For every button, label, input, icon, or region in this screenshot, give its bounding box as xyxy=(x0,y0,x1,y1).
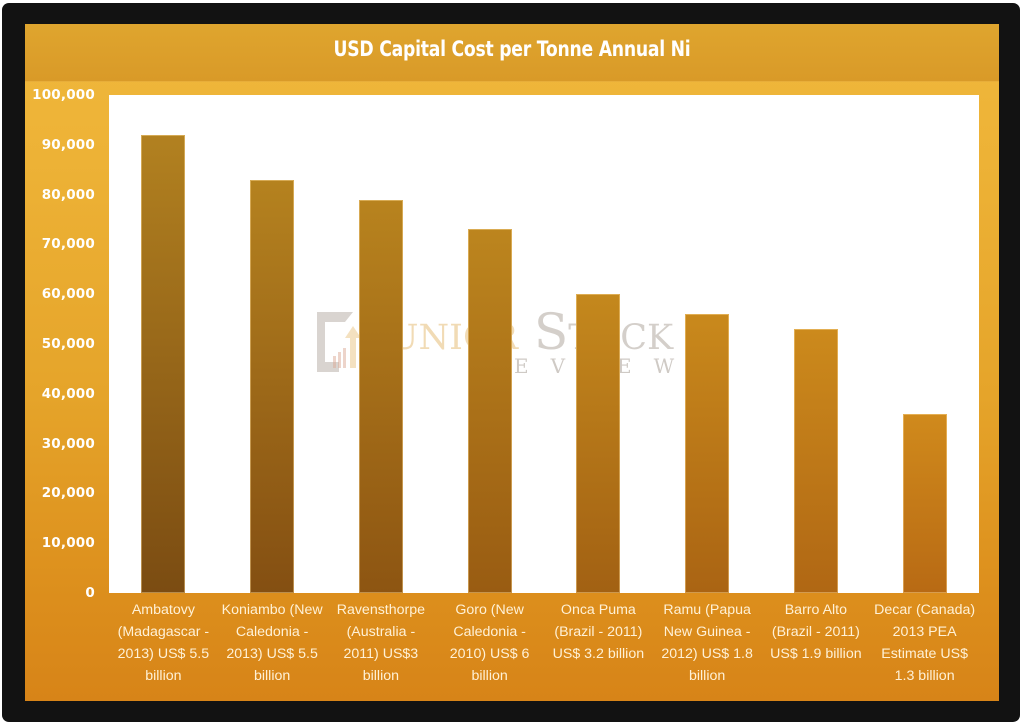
x-tick-label: Goro (New Caledonia - 2010) US$ 6 billion xyxy=(436,599,544,687)
x-tick-label-line: 2010) US$ 6 xyxy=(449,646,530,662)
plot-area: Junior Stock REVIEW xyxy=(109,95,979,593)
x-tick-label-line: (Brazil - 2011) xyxy=(554,624,643,640)
x-tick-label-line: (Brazil - 2011) xyxy=(771,624,860,640)
bar xyxy=(467,229,512,593)
x-tick-label-line: 2011) US$3 xyxy=(343,646,419,662)
y-tick-label: 30,000 xyxy=(41,435,95,452)
bar xyxy=(358,199,403,593)
y-tick-label: 90,000 xyxy=(41,136,95,153)
chart-title: USD Capital Cost per Tonne Annual Ni xyxy=(333,37,691,61)
x-tick-label-line: Caledonia - xyxy=(453,624,526,640)
x-tick-label-line: billion xyxy=(362,668,400,684)
x-tick-label-line: Ravensthorpe xyxy=(336,602,426,618)
y-tick-label: 80,000 xyxy=(41,186,95,203)
x-tick-label-line: 1.3 billion xyxy=(894,668,955,684)
x-tick-label-line: 2013 PEA xyxy=(892,624,957,640)
x-tick-label: Ambatovy (Madagascar - 2013) US$ 5.5 billio… xyxy=(109,599,217,687)
y-tick-label: 60,000 xyxy=(41,286,95,303)
y-tick-label: 50,000 xyxy=(41,336,95,352)
x-tick-label-line: Koniambo (New xyxy=(221,602,323,618)
x-tick-label-line: Onca Puma xyxy=(560,602,636,618)
watermark-logo-icon xyxy=(317,312,361,372)
x-tick-label-line: billion xyxy=(471,668,508,684)
bar xyxy=(250,179,295,593)
x-tick-label: Koniambo (New Caledonia - 2013) US$ 5.5 bil… xyxy=(218,599,326,687)
x-tick-label-line: billion xyxy=(688,668,726,684)
x-tick-label-line: 2013) US$ 5.5 xyxy=(117,646,210,662)
x-tick-label-line: (Madagascar - xyxy=(117,624,210,640)
bar xyxy=(902,413,947,593)
bar xyxy=(141,134,186,593)
bar xyxy=(685,314,730,593)
y-tick-label: 10,000 xyxy=(41,535,95,552)
x-tick-label-line: US$ 3.2 billion xyxy=(552,646,645,662)
title-band: USD Capital Cost per Tonne Annual Ni xyxy=(25,24,999,82)
y-tick-label: 100,000 xyxy=(32,87,95,103)
x-tick-label-line: Ramu (Papua xyxy=(663,602,751,618)
bar xyxy=(576,294,621,593)
x-tick-label: Ravensthorpe (Australia - 2011) US$3 billio… xyxy=(327,599,435,687)
y-tick-label: 20,000 xyxy=(41,485,95,502)
x-tick-label-line: Ambatovy xyxy=(131,602,195,618)
y-tick-label: 0 xyxy=(85,585,95,601)
x-tick-label-line: New Guinea - xyxy=(663,624,751,640)
x-tick-label: Onca Puma (Brazil - 2011) US$ 3.2 billion xyxy=(544,599,652,665)
x-tick-label: Decar (Canada) 2013 PEA Estimate US$ 1.3 bi… xyxy=(871,599,979,687)
x-tick-label: Barro Alto (Brazil - 2011) US$ 1.9 billion xyxy=(762,599,870,665)
x-tick-label-line: billion xyxy=(145,668,182,684)
x-tick-label: Ramu (Papua New Guinea - 2012) US$ 1.8 bill… xyxy=(653,599,761,687)
y-tick-label: 40,000 xyxy=(41,385,95,402)
x-tick-label-line: Goro (New xyxy=(455,602,524,618)
chart-panel: USD Capital Cost per Tonne Annual Ni 0 10… xyxy=(25,24,999,701)
y-tick-label: 70,000 xyxy=(41,236,95,253)
x-tick-label-line: 2013) US$ 5.5 xyxy=(226,646,318,662)
x-tick-label-line: Caledonia - xyxy=(235,624,309,640)
bar xyxy=(793,329,838,593)
watermark-text: Junior Stock xyxy=(369,304,673,360)
x-tick-label-line: US$ 1.9 billion xyxy=(770,646,862,662)
x-tick-label-line: Estimate US$ xyxy=(881,646,968,662)
x-tick-label-line: 2012) US$ 1.8 xyxy=(661,646,753,662)
x-tick-label-line: Barro Alto xyxy=(784,602,848,618)
x-tick-label-line: (Australia - xyxy=(346,624,416,640)
x-tick-label-line: Decar (Canada) xyxy=(874,602,976,618)
x-tick-label-line: billion xyxy=(253,668,291,684)
